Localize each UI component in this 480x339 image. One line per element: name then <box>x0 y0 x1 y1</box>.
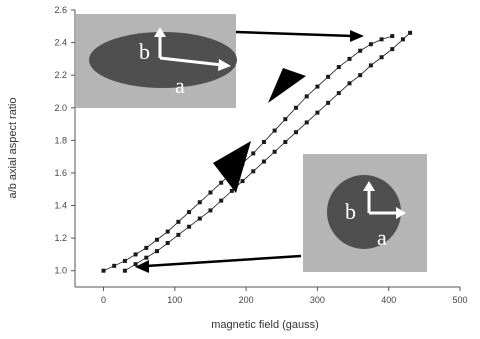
data-point <box>390 34 395 39</box>
y-tick-label: 1.2 <box>54 233 67 243</box>
inset-circle-shape <box>327 175 401 249</box>
x-tick-label: 100 <box>167 295 182 305</box>
data-point <box>208 190 213 195</box>
data-point <box>368 42 373 47</box>
x-tick-label: 0 <box>101 295 106 305</box>
data-point <box>187 210 192 215</box>
arrow-circle-to-start-head <box>135 260 149 273</box>
data-point <box>240 179 245 184</box>
series-line <box>103 35 393 272</box>
data-point <box>165 229 170 234</box>
axis-b-arrow-circle-head <box>363 181 375 191</box>
data-point <box>197 200 202 205</box>
inset-circle-label-b: b <box>345 199 356 224</box>
y-ticks: 1.0 1.2 1.4 1.6 1.8 2.0 2.2 2.4 2.6 <box>54 5 75 276</box>
data-point <box>176 232 181 237</box>
data-point <box>315 84 320 89</box>
data-point <box>347 81 352 86</box>
axes <box>74 10 460 288</box>
y-tick-label: 2.2 <box>54 70 67 80</box>
data-point <box>229 188 234 193</box>
data-point <box>400 37 405 42</box>
data-point <box>326 74 331 79</box>
y-tick-label: 2.4 <box>54 38 67 48</box>
series-2 <box>122 30 413 273</box>
data-point <box>144 255 149 260</box>
data-point <box>379 55 384 60</box>
data-point <box>219 180 224 185</box>
data-point <box>315 110 320 115</box>
data-point <box>133 262 138 267</box>
inset-ellipse-label-b: b <box>139 39 150 64</box>
inset-ellipse-label-a: a <box>175 73 185 98</box>
data-point <box>187 224 192 229</box>
data-point <box>283 117 288 122</box>
data-point <box>101 268 106 273</box>
arrow-ellipse-to-max <box>235 30 354 38</box>
data-point <box>368 63 373 68</box>
data-point <box>358 48 363 53</box>
data-point <box>272 149 277 154</box>
data-point <box>251 151 256 156</box>
data-point <box>336 91 341 96</box>
data-point <box>272 128 277 133</box>
direction-arrowheads <box>213 68 306 193</box>
data-point <box>144 245 149 250</box>
data-point <box>165 241 170 246</box>
data-point <box>336 65 341 70</box>
y-axis-label: a/b axial aspect ratio <box>7 98 19 199</box>
data-point <box>408 30 413 35</box>
x-ticks: 0 100 200 300 400 500 <box>101 287 468 305</box>
y-tick-label: 2.0 <box>54 103 67 113</box>
axis-a-arrow <box>159 56 223 67</box>
data-point <box>122 268 127 273</box>
pointer-arrows <box>135 30 364 273</box>
data-point <box>358 73 363 78</box>
data-point <box>251 169 256 174</box>
y-tick-label: 2.6 <box>54 5 67 15</box>
data-point <box>304 120 309 125</box>
arrowhead-decreasing-field <box>213 141 251 193</box>
data-point <box>133 252 138 257</box>
data-point <box>154 237 159 242</box>
axis-a-arrow-head <box>218 59 231 71</box>
inset-circle: b a <box>303 154 427 272</box>
x-tick-label: 500 <box>452 295 467 305</box>
data-point <box>326 100 331 105</box>
y-tick-label: 1.6 <box>54 168 67 178</box>
data-point <box>112 263 117 268</box>
data-point <box>261 159 266 164</box>
data-point <box>390 47 395 52</box>
data-point <box>197 216 202 221</box>
data-point <box>294 105 299 110</box>
axis-a-arrow-circle-head <box>396 207 406 219</box>
x-axis-label: magnetic field (gauss) <box>211 319 319 331</box>
arrowhead-increasing-field <box>268 68 306 103</box>
data-point <box>261 139 266 144</box>
data-point <box>176 219 181 224</box>
data-point <box>379 37 384 42</box>
data-point <box>347 56 352 61</box>
arrow-circle-to-start <box>145 254 302 268</box>
data-point <box>304 94 309 99</box>
x-tick-label: 400 <box>381 295 396 305</box>
axis-b-arrow-head <box>154 27 166 37</box>
series-line <box>124 32 411 272</box>
inset-circle-label-a: a <box>377 225 387 250</box>
data-point <box>208 208 213 213</box>
data-point <box>294 130 299 135</box>
x-tick-label: 300 <box>310 295 325 305</box>
y-tick-label: 1.4 <box>54 201 67 211</box>
y-tick-label: 1.0 <box>54 266 67 276</box>
y-tick-label: 1.8 <box>54 135 67 145</box>
data-point <box>122 258 127 263</box>
arrow-ellipse-to-max-head <box>350 30 364 42</box>
x-tick-label: 200 <box>239 295 254 305</box>
data-point <box>154 249 159 254</box>
data-point <box>219 198 224 203</box>
inset-ellipse: b a <box>76 14 237 108</box>
inset-ellipse-shape <box>89 32 237 88</box>
data-point <box>283 139 288 144</box>
